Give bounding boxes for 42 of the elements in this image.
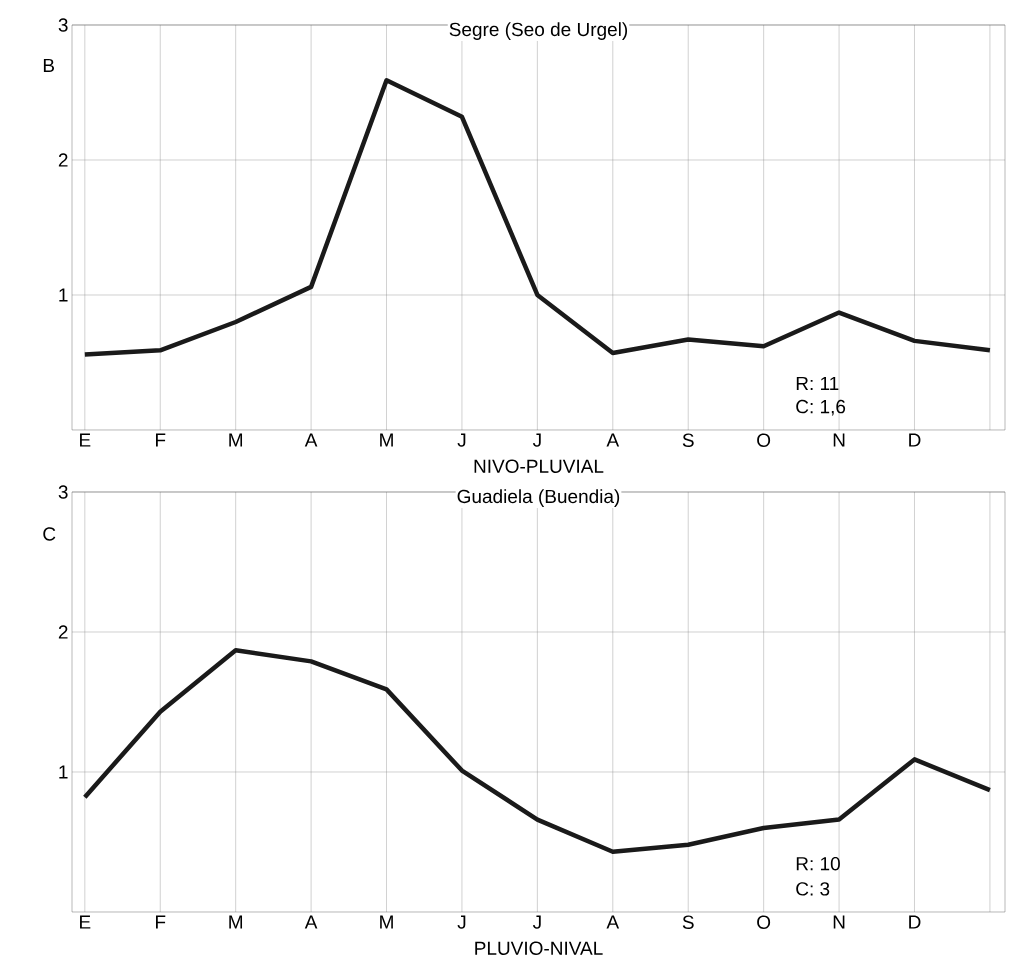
x-tick-label: A (304, 433, 318, 447)
y-tick-label: 3 (58, 18, 68, 32)
x-tick-label: O (757, 915, 771, 929)
x-tick-label: D (909, 433, 921, 447)
annotation: C: 1,6 (796, 399, 846, 416)
y-tick-label: 1 (59, 765, 68, 779)
x-tick-label: J (457, 433, 466, 447)
x-tick-label: S (682, 433, 694, 447)
annotation: C: 3 (796, 882, 830, 896)
annotation: R: 11 (796, 376, 839, 390)
x-tick-label: M (380, 915, 393, 929)
y-tick-label: 3 (58, 485, 68, 499)
x-tick-label: O (757, 433, 771, 447)
x-tick-label: A (606, 915, 620, 929)
x-tick-label: E (80, 915, 91, 929)
x-tick-label: A (606, 433, 620, 447)
x-tick-label: M (229, 433, 243, 447)
y-tick-label: 2 (58, 625, 68, 639)
x-tick-label: F (156, 433, 166, 447)
y-tick-label: 1 (59, 288, 68, 302)
x-tick-label: J (532, 915, 541, 929)
chart-title: Guadiela (Buendia) (457, 489, 620, 507)
x-tick-label: D (909, 915, 921, 929)
x-tick-label: A (304, 915, 318, 929)
line-series (82, 647, 993, 855)
line-series (82, 78, 993, 357)
x-tick-label: M (380, 433, 393, 447)
chart-title: Segre (Seo de Urgel) (449, 22, 628, 40)
x-tick-label: E (80, 433, 91, 447)
x-tick-label: J (532, 433, 541, 447)
x-tick-label: J (457, 915, 466, 929)
x-axis-title: NIVO-PLUVIAL (474, 459, 604, 473)
text: C (43, 527, 56, 541)
y-tick-label: 2 (58, 153, 68, 167)
x-tick-label: N (833, 433, 845, 447)
x-tick-label: M (229, 915, 243, 929)
x-tick-label: N (833, 915, 845, 929)
text: B (43, 58, 55, 73)
annotation: R: 10 (796, 856, 840, 871)
x-axis-title: PLUVIO-NIVAL (475, 941, 603, 955)
x-tick-label: S (682, 915, 694, 929)
x-tick-label: F (156, 915, 166, 929)
